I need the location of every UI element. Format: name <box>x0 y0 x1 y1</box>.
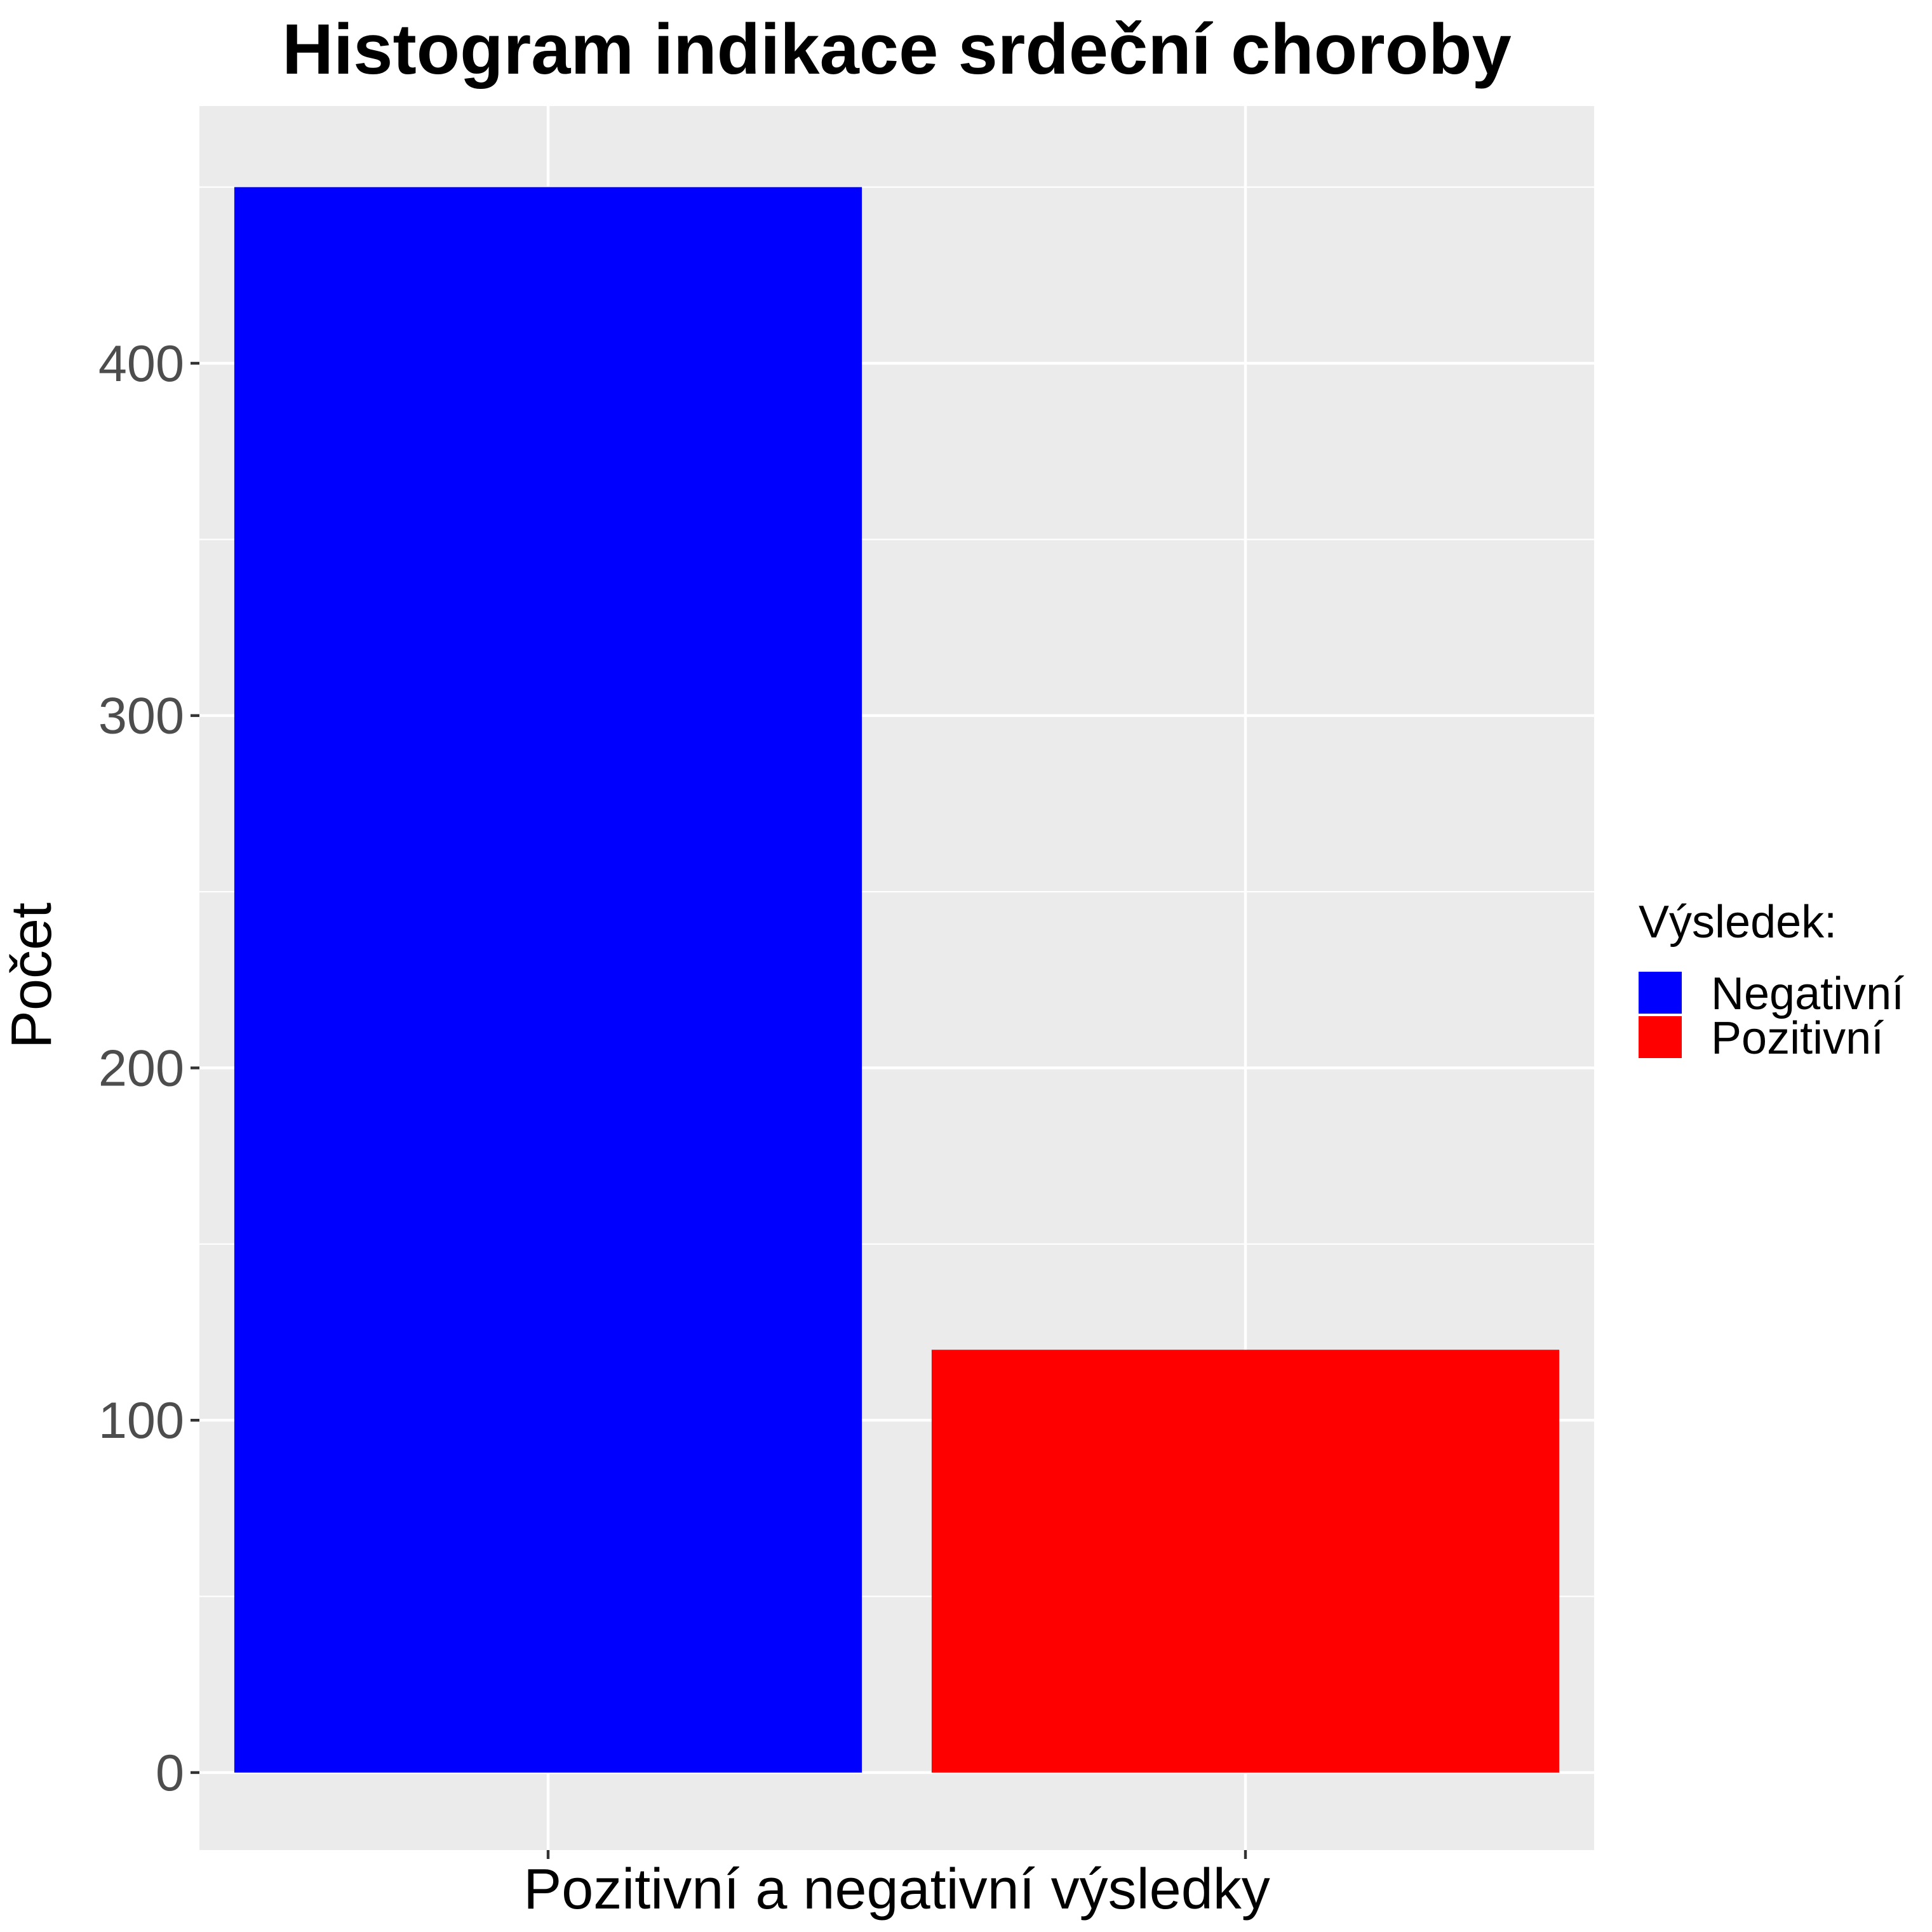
legend-key-negativní <box>1639 972 1682 1014</box>
legend-label-negativní: Negativní <box>1711 969 1904 1019</box>
y-tick-label: 300 <box>98 688 184 745</box>
y-tick-label: 100 <box>98 1392 184 1449</box>
legend-key-pozitivní <box>1639 1016 1682 1058</box>
legend-label-pozitivní: Pozitivní <box>1711 1013 1884 1064</box>
y-tick-label: 0 <box>156 1745 184 1802</box>
legend-title: Výsledek: <box>1639 897 1837 948</box>
x-axis <box>546 1850 1247 1859</box>
y-tick-label: 200 <box>98 1040 184 1097</box>
bar-negativní <box>234 187 862 1773</box>
y-tick-label: 400 <box>98 335 184 392</box>
x-axis-title: Pozitivní a negativní výsledky <box>523 1858 1270 1921</box>
bars-group <box>234 187 1560 1773</box>
bar-pozitivní <box>931 1350 1560 1773</box>
chart-title: Histogram indikace srdeční choroby <box>282 10 1512 89</box>
y-axis: 0 100 200 300 400 <box>98 335 199 1802</box>
y-axis-title: Počet <box>0 902 64 1049</box>
